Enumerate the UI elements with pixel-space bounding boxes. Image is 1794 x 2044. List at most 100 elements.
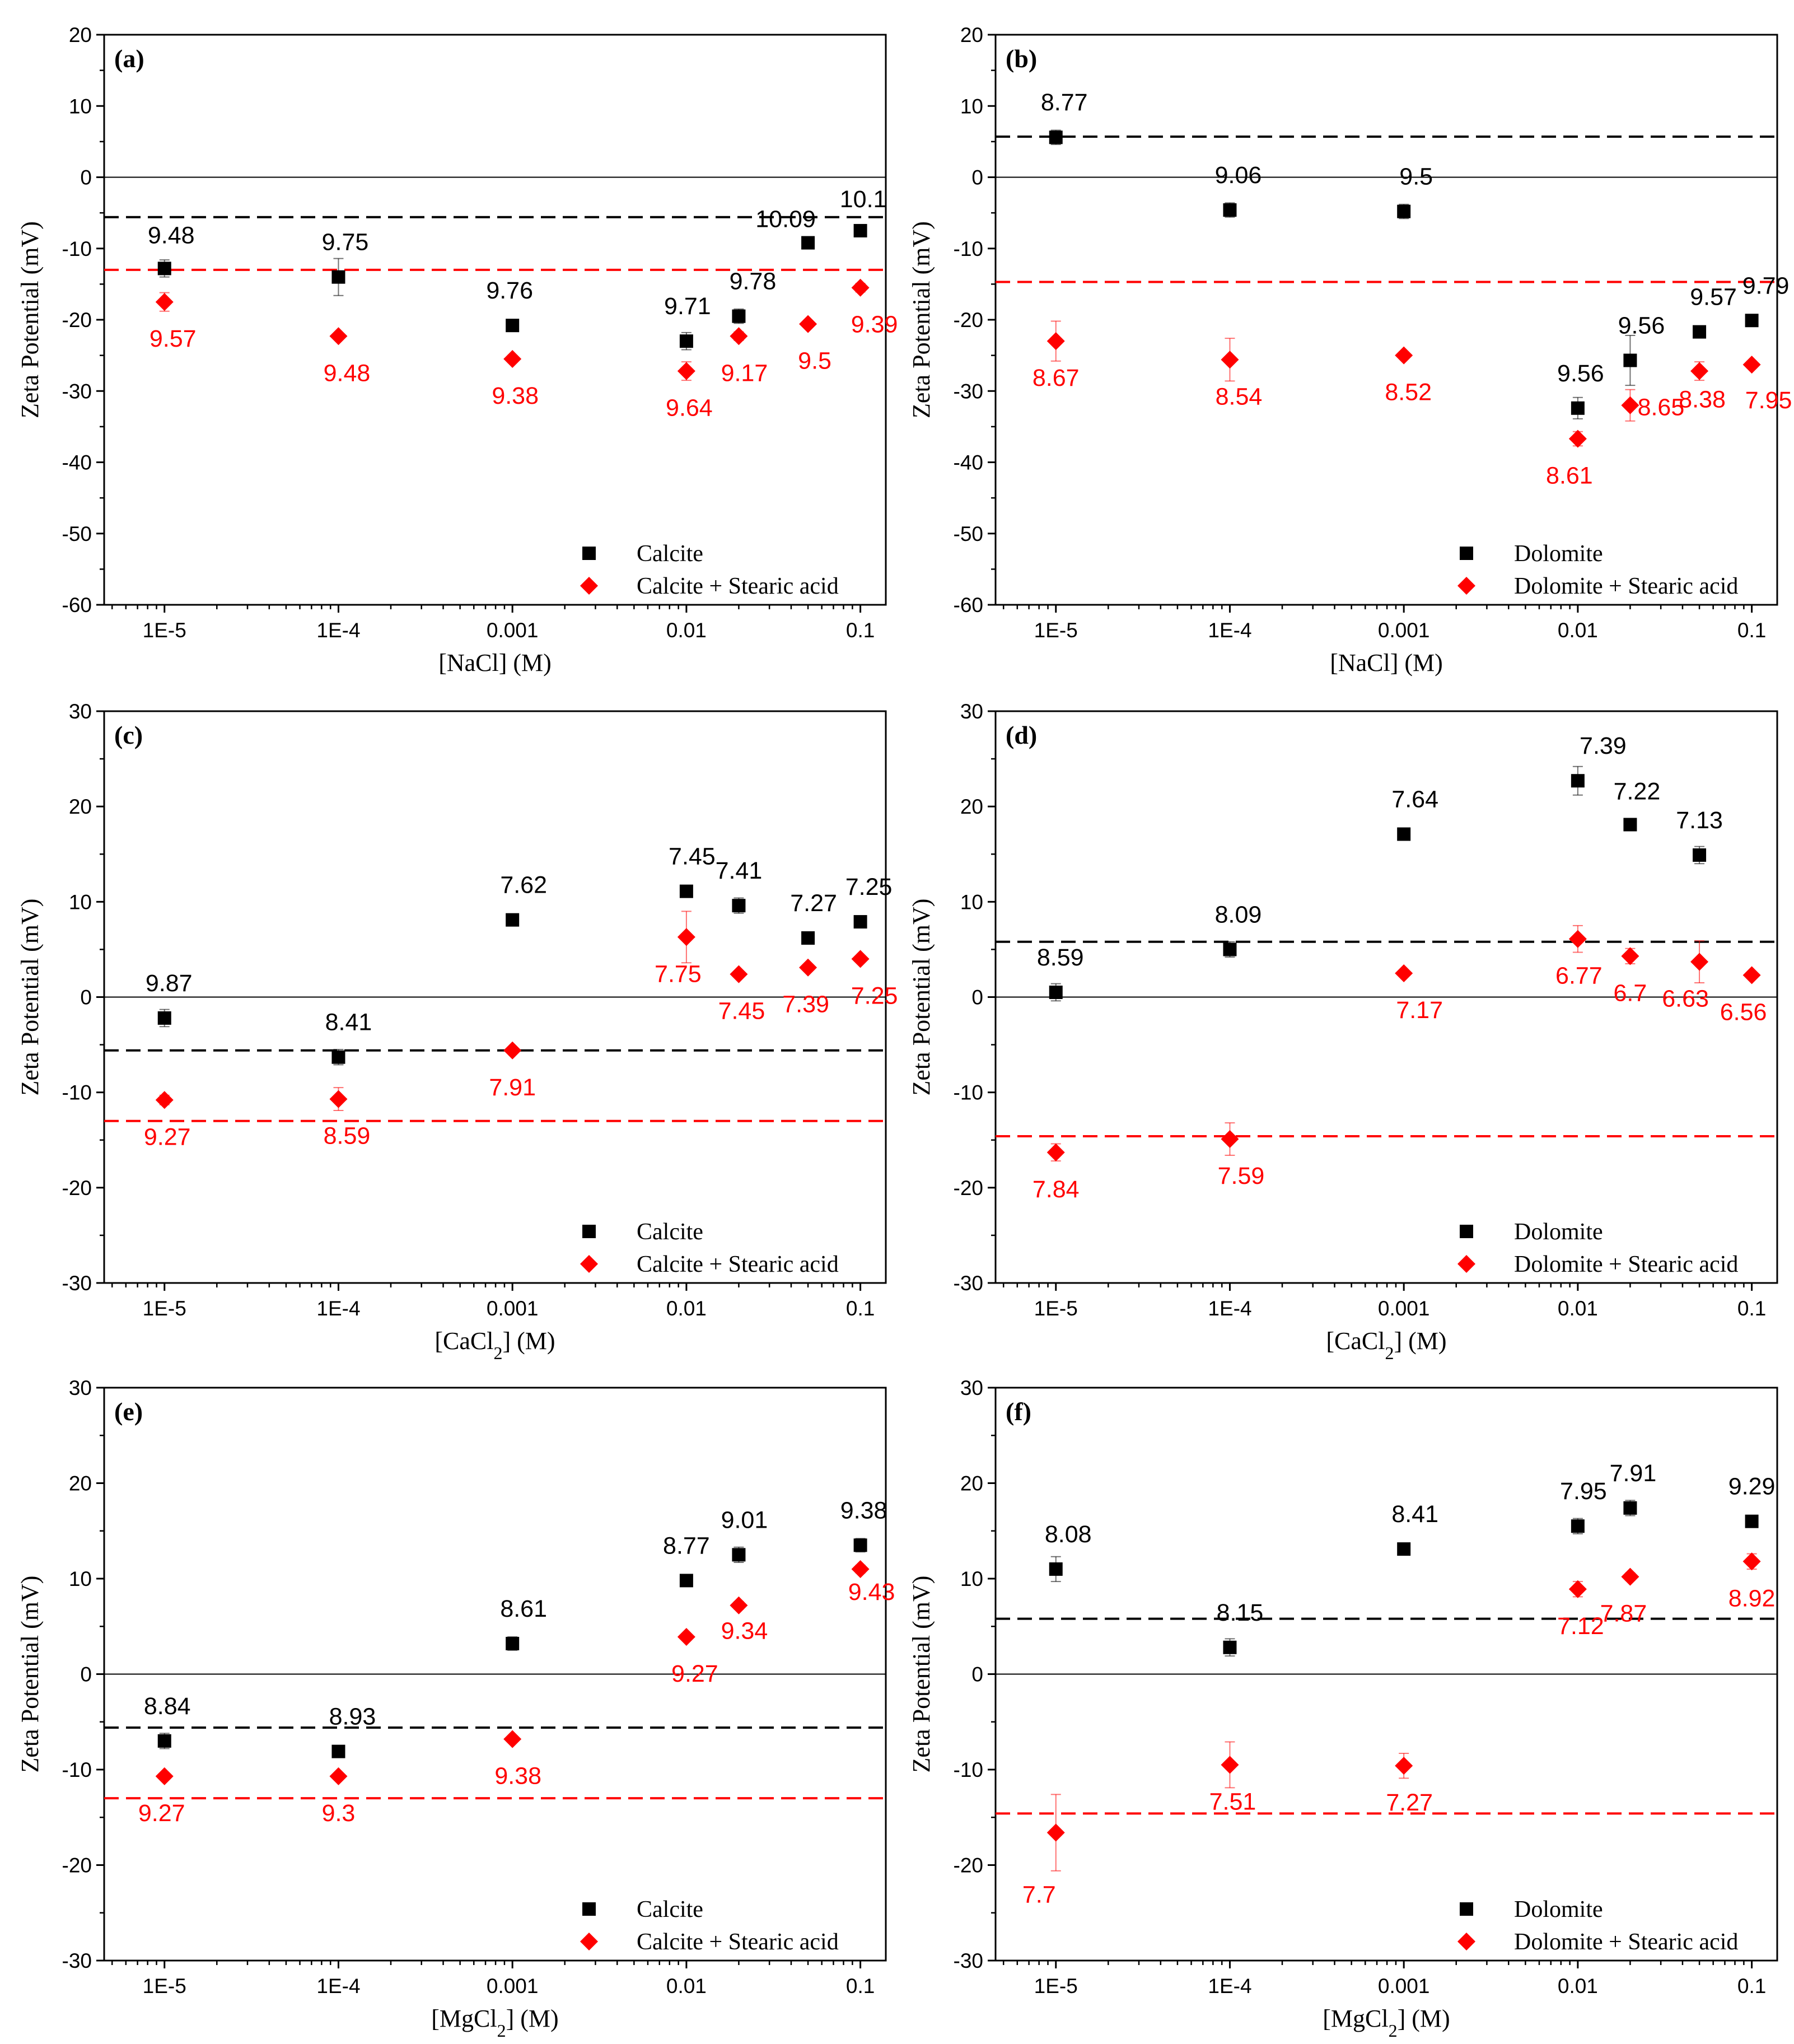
y-tick-label: -10 bbox=[62, 1081, 92, 1104]
legend-label: Dolomite bbox=[1514, 1897, 1603, 1922]
data-label: 7.25 bbox=[845, 874, 893, 900]
legend-label: Dolomite bbox=[1514, 1219, 1603, 1245]
legend-marker-square bbox=[582, 1225, 596, 1238]
y-tick-label: -50 bbox=[62, 522, 92, 545]
x-tick-label: 0.1 bbox=[846, 1975, 875, 1998]
legend-marker-diamond bbox=[580, 1255, 598, 1273]
x-tick-label: 0.01 bbox=[1558, 619, 1598, 642]
data-point-diamond bbox=[677, 1628, 695, 1646]
data-point-diamond bbox=[155, 293, 174, 311]
y-axis: 30 20 10 0 -10 -20 -30 bbox=[954, 700, 996, 1295]
data-label: 7.91 bbox=[1610, 1460, 1657, 1487]
y-tick-label: -10 bbox=[62, 237, 92, 260]
data-label: 7.22 bbox=[1614, 778, 1661, 805]
x-tick-label: 0.001 bbox=[487, 1297, 539, 1320]
y-tick-label: -20 bbox=[954, 309, 983, 332]
data-point-square bbox=[1397, 827, 1411, 841]
data-label: 9.39 bbox=[851, 311, 898, 338]
data-point-square bbox=[1571, 774, 1585, 788]
legend: Dolomite Dolomite + Stearic acid bbox=[1457, 541, 1738, 599]
y-tick-label: 10 bbox=[960, 1567, 983, 1590]
y-tick-label: 0 bbox=[80, 986, 92, 1009]
data-label: 7.41 bbox=[716, 857, 763, 884]
x-axis: 1E-5 1E-4 0.001 0.01 0.1 bbox=[1002, 1283, 1766, 1320]
data-point-diamond bbox=[155, 1767, 174, 1785]
y-tick-label: 30 bbox=[69, 1376, 92, 1399]
data-point-diamond bbox=[677, 362, 695, 380]
legend-label: Dolomite + Stearic acid bbox=[1514, 1929, 1738, 1955]
data-label: 7.7 bbox=[1022, 1882, 1056, 1908]
data-label: 7.12 bbox=[1557, 1613, 1604, 1640]
data-label: 9.57 bbox=[150, 325, 197, 352]
x-tick-label: 0.01 bbox=[666, 1297, 707, 1320]
data-label: 8.08 bbox=[1045, 1521, 1092, 1548]
x-tick-label: 0.001 bbox=[1378, 1975, 1430, 1998]
y-tick-label: -40 bbox=[954, 451, 983, 474]
legend-label: Calcite bbox=[637, 1897, 703, 1922]
data-label: 7.59 bbox=[1218, 1163, 1265, 1189]
data-point-square bbox=[732, 1548, 746, 1562]
legend-marker-diamond bbox=[580, 1933, 598, 1950]
data-label: 10.09 bbox=[755, 206, 816, 233]
data-label: 9.38 bbox=[492, 382, 539, 409]
x-tick-label: 0.01 bbox=[1558, 1297, 1598, 1320]
data-point-diamond bbox=[1690, 953, 1709, 971]
y-tick-label: 10 bbox=[69, 95, 92, 118]
y-tick-label: 0 bbox=[971, 166, 983, 189]
y-axis: 30 20 10 0 -10 -20 -30 bbox=[62, 1376, 104, 1972]
data-point-square bbox=[801, 236, 815, 250]
y-tick-label: -60 bbox=[954, 594, 983, 617]
series-treated: 9.27 8.59 7.91 7.75 7.45 7.39 7.25 bbox=[144, 911, 898, 1150]
data-label: 9.87 bbox=[146, 970, 193, 997]
data-label: 9.38 bbox=[840, 1497, 887, 1524]
legend-marker-square bbox=[1460, 547, 1473, 560]
legend: Dolomite Dolomite + Stearic acid bbox=[1457, 1897, 1738, 1955]
data-point-diamond bbox=[1621, 947, 1639, 965]
y-tick-label: -60 bbox=[62, 594, 92, 617]
series-mineral: 9.48 9.75 9.76 9.71 9.78 10.09 10.1 bbox=[148, 186, 886, 351]
data-label: 8.59 bbox=[1037, 944, 1084, 971]
x-tick-label: 1E-5 bbox=[1034, 1975, 1078, 1998]
data-point-square bbox=[1397, 204, 1411, 218]
x-tick-label: 0.1 bbox=[846, 1297, 875, 1320]
data-label: 9.17 bbox=[721, 360, 768, 386]
x-tick-label: 0.1 bbox=[1737, 1297, 1766, 1320]
y-axis-title: Zeta Potential (mV) bbox=[16, 221, 44, 418]
y-axis: 30 20 10 0 -10 -20 -30 bbox=[954, 1376, 996, 1972]
data-point-square bbox=[853, 223, 867, 237]
y-tick-label: -10 bbox=[954, 1758, 983, 1781]
legend-marker-square bbox=[582, 547, 596, 560]
data-label: 9.06 bbox=[1215, 162, 1262, 189]
data-point-square bbox=[1049, 985, 1063, 999]
legend-label: Calcite + Stearic acid bbox=[637, 1252, 839, 1277]
data-point-diamond bbox=[730, 965, 748, 983]
data-point-diamond bbox=[329, 1090, 348, 1108]
data-point-diamond bbox=[329, 327, 348, 346]
data-point-square bbox=[1223, 1640, 1237, 1654]
y-tick-label: 10 bbox=[69, 890, 92, 913]
y-tick-label: -40 bbox=[62, 451, 92, 474]
data-label: 7.25 bbox=[851, 982, 898, 1009]
legend-label: Calcite + Stearic acid bbox=[637, 573, 839, 599]
y-tick-label: 0 bbox=[80, 1663, 92, 1686]
x-tick-label: 0.1 bbox=[846, 619, 875, 642]
data-label: 8.65 bbox=[1638, 394, 1685, 421]
data-point-diamond bbox=[1742, 966, 1761, 984]
data-point-diamond bbox=[1742, 356, 1761, 374]
data-label: 6.7 bbox=[1614, 979, 1647, 1006]
y-tick-label: 20 bbox=[69, 24, 92, 46]
x-tick-label: 1E-5 bbox=[1034, 619, 1078, 642]
data-label: 9.76 bbox=[486, 277, 533, 304]
y-axis-title: Zeta Potential (mV) bbox=[908, 1576, 935, 1773]
y-tick-label: 30 bbox=[960, 1376, 983, 1399]
x-tick-label: 0.001 bbox=[487, 1975, 539, 1998]
x-tick-label: 1E-5 bbox=[143, 619, 186, 642]
data-label: 9.34 bbox=[721, 1618, 768, 1645]
x-tick-label: 0.01 bbox=[666, 619, 707, 642]
y-axis-title: Zeta Potential (mV) bbox=[16, 1576, 44, 1773]
data-label: 8.38 bbox=[1679, 386, 1726, 413]
data-point-square bbox=[1223, 203, 1237, 217]
data-point-square bbox=[1049, 1562, 1063, 1576]
x-tick-label: 1E-4 bbox=[1208, 1297, 1251, 1320]
data-point-diamond bbox=[1568, 430, 1587, 448]
